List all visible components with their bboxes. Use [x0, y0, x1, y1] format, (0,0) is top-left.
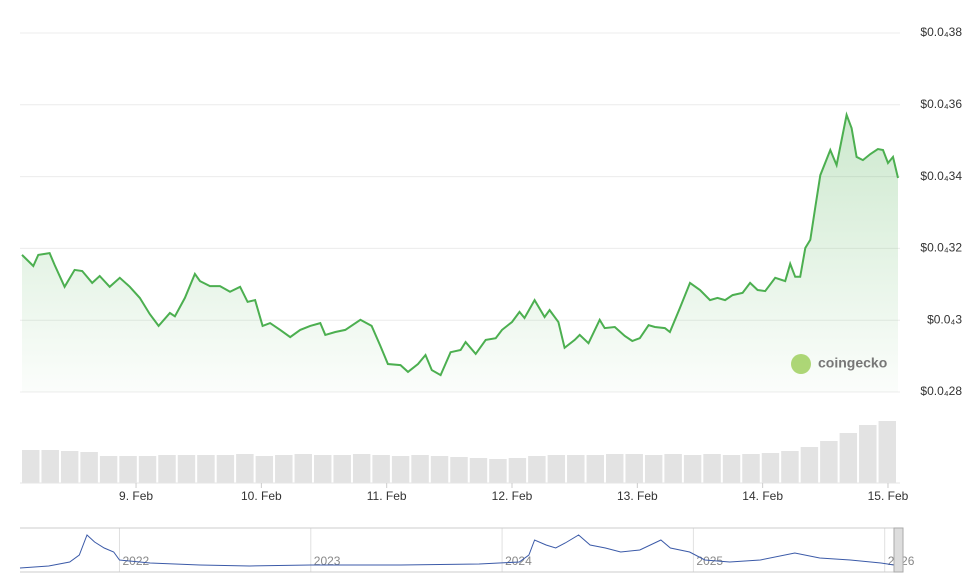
volume-bar [664, 454, 682, 483]
volume-bar [547, 455, 566, 483]
volume-bar [391, 456, 410, 483]
volume-bar [294, 454, 312, 483]
volume-bar [80, 452, 98, 483]
volume-bar [411, 455, 429, 483]
volume-bar [839, 433, 858, 483]
volume-bar [99, 456, 118, 483]
volume-bar [236, 454, 254, 483]
volume-bar [333, 455, 351, 483]
volume-bar [216, 455, 235, 483]
x-tick-label: 9. Feb [119, 489, 153, 503]
y-tick-label: $0.0₄32 [920, 241, 962, 255]
volume-bar [508, 458, 527, 483]
y-tick-label: $0.0₄38 [920, 25, 962, 39]
volume-bar [586, 455, 604, 483]
volume-bar [489, 459, 507, 483]
volume-bar [177, 455, 196, 483]
volume-bar [119, 456, 137, 483]
volume-bar [197, 455, 215, 483]
volume-bar [781, 451, 799, 483]
volume-bar [469, 458, 488, 483]
volume-bar [878, 421, 896, 483]
volume-bar [41, 450, 59, 483]
y-tick-label: $0.0₄3 [927, 312, 962, 326]
volume-bar [625, 454, 643, 483]
navigator-label: 2023 [314, 554, 341, 568]
navigator-handle[interactable] [893, 527, 904, 573]
volume-bar [644, 455, 663, 483]
volume-bar [528, 456, 546, 483]
watermark: coingecko [818, 355, 887, 371]
volume-bar [859, 425, 877, 483]
volume-bar [800, 447, 819, 483]
x-tick-label: 13. Feb [617, 489, 658, 503]
volume-bar [703, 454, 721, 483]
volume-bar [683, 455, 702, 483]
navigator-frame [20, 527, 904, 573]
volume-bar [275, 455, 293, 483]
volume-bar [352, 454, 371, 483]
y-tick-label: $0.0₄28 [920, 384, 962, 398]
volume-bar [158, 455, 176, 483]
y-tick-label: $0.0₄34 [920, 169, 962, 183]
navigator-line [19, 534, 901, 569]
volume-bar [255, 456, 274, 483]
price-line [21, 111, 899, 377]
x-tick-label: 12. Feb [492, 489, 533, 503]
volume-bar [314, 455, 332, 483]
volume-bar [22, 450, 40, 483]
y-tick-label: $0.0₄36 [920, 97, 962, 111]
volume-bar [60, 451, 79, 483]
price-area [22, 114, 898, 393]
x-tick-label: 14. Feb [742, 489, 783, 503]
navigator-label: 2024 [505, 554, 532, 568]
volume-bar [567, 455, 585, 483]
volume-bar [722, 455, 741, 483]
volume-bar [606, 454, 624, 483]
x-tick-label: 15. Feb [868, 489, 909, 503]
volume-bar [742, 454, 760, 483]
volume-bar [138, 456, 157, 483]
volume-bar [820, 441, 838, 483]
volume-bar [372, 455, 390, 483]
x-tick-label: 11. Feb [367, 489, 407, 503]
volume-bar [761, 453, 780, 483]
x-tick-label: 10. Feb [241, 489, 282, 503]
watermark-logo [791, 354, 811, 374]
volume-bar [450, 457, 468, 483]
navigator-label: 2025 [696, 554, 723, 568]
volume-bar [430, 456, 449, 483]
